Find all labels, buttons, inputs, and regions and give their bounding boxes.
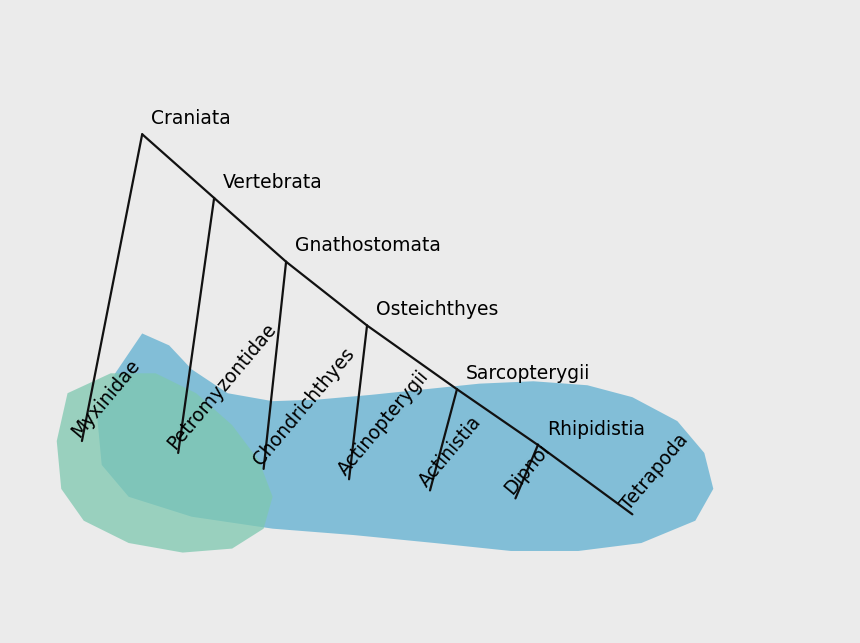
Text: Gnathostomata: Gnathostomata	[295, 237, 441, 255]
Text: Actinopterygii: Actinopterygii	[335, 367, 433, 479]
Text: Chondrichthyes: Chondrichthyes	[249, 344, 358, 469]
Text: Osteichthyes: Osteichthyes	[376, 300, 499, 319]
Text: Actinistia: Actinistia	[415, 412, 485, 491]
Text: Craniata: Craniata	[151, 109, 231, 128]
Text: Tetrapoda: Tetrapoda	[617, 431, 692, 514]
Polygon shape	[57, 374, 273, 552]
Text: Vertebrata: Vertebrata	[223, 172, 322, 192]
Text: Petromyzontidae: Petromyzontidae	[163, 320, 280, 453]
Polygon shape	[97, 334, 713, 551]
Text: Myxinidae: Myxinidae	[67, 356, 144, 441]
Text: Sarcopterygii: Sarcopterygii	[466, 364, 590, 383]
Text: Rhipidistia: Rhipidistia	[547, 420, 645, 439]
Text: Dipnoi: Dipnoi	[501, 440, 554, 498]
